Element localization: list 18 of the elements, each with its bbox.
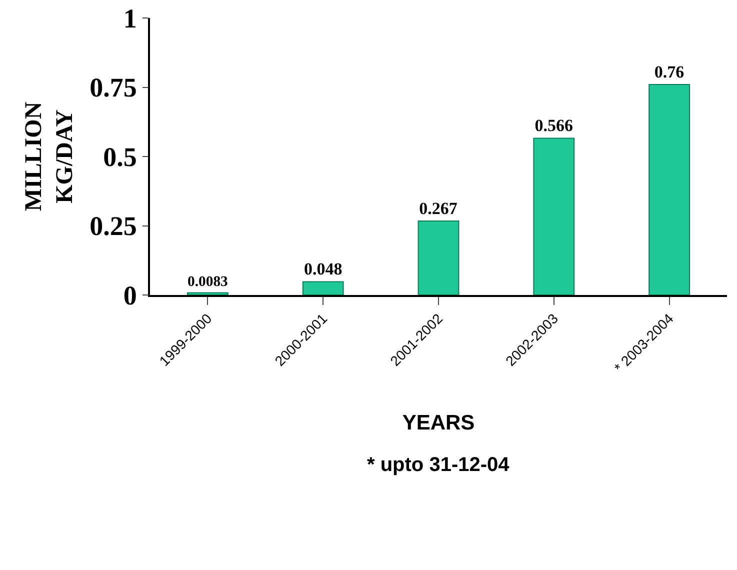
y-tick-label: 0.75	[90, 72, 137, 103]
bar	[533, 138, 575, 295]
bar	[418, 220, 460, 295]
bar	[648, 84, 690, 295]
y-tick-label: 0.25	[90, 211, 137, 242]
bar	[302, 281, 344, 295]
data-label: 0.76	[654, 62, 684, 82]
text: * upto 31-12-04	[367, 454, 510, 476]
x-axis-title: YEARS	[402, 411, 475, 434]
y-tick-label: 0.5	[103, 142, 137, 172]
y-axis-title: MILLION KG/DAY	[21, 101, 78, 212]
bar	[187, 292, 228, 295]
data-label: 0.267	[419, 199, 458, 218]
data-label: 0.0083	[188, 274, 228, 290]
data-label: 0.566	[534, 116, 574, 136]
y-tick-label: 1	[123, 3, 137, 34]
data-label: 0.048	[304, 260, 342, 279]
y-tick-label: 0	[123, 280, 137, 310]
